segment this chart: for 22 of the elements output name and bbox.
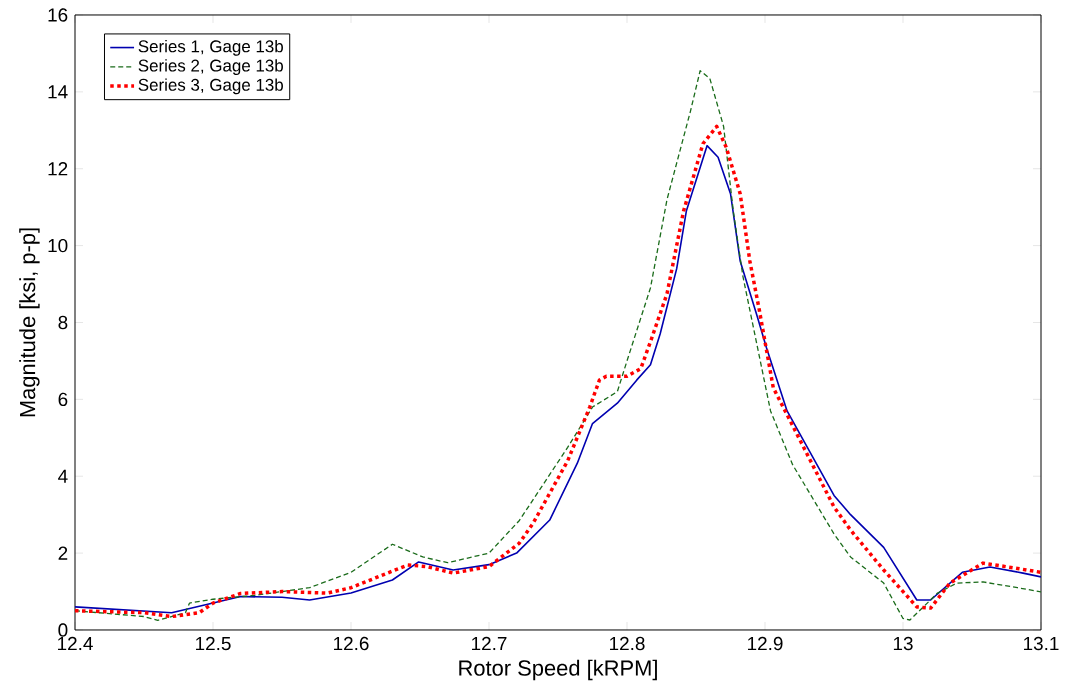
x-tick-label: 12.7 <box>472 636 507 651</box>
legend-label: Series 3, Gage 13b <box>138 78 283 95</box>
y-axis-title: Magnitude [ksi, p-p] <box>19 228 40 417</box>
y-tick-label: 16 <box>48 8 68 22</box>
x-tick-label: 12.8 <box>610 636 645 651</box>
x-tick-label: 12.9 <box>748 636 783 651</box>
y-tick-label: 6 <box>58 392 68 407</box>
x-tick-label: 13 <box>893 636 913 651</box>
y-tick-label: 2 <box>58 546 68 560</box>
y-tick-label: 0 <box>58 623 68 637</box>
legend-label: Series 1, Gage 13b <box>138 39 283 56</box>
x-tick-label: 12.4 <box>58 636 93 651</box>
legend-label: Series 2, Gage 13b <box>138 59 283 75</box>
x-tick-label: 12.6 <box>334 636 369 651</box>
y-tick-label: 10 <box>48 238 68 253</box>
x-tick-label: 13.1 <box>1024 636 1059 651</box>
y-tick-label: 14 <box>48 85 68 99</box>
y-tick-label: 8 <box>58 315 68 330</box>
y-tick-label: 12 <box>48 162 68 176</box>
y-tick-label: 4 <box>58 469 68 483</box>
x-tick-label: 12.5 <box>196 636 231 651</box>
x-axis-title: Rotor Speed [kRPM] <box>459 659 657 681</box>
